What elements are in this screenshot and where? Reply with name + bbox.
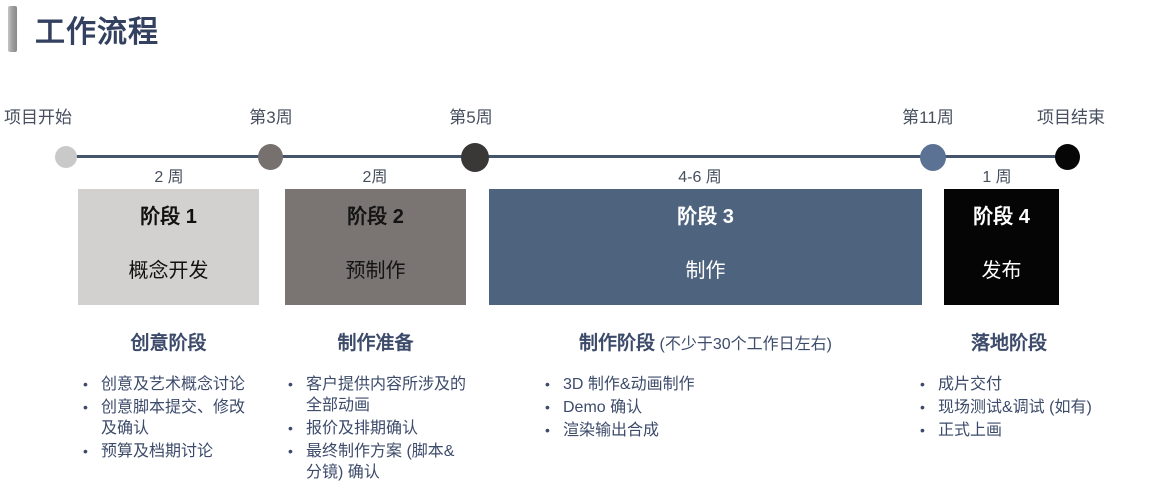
section-prep-header: 制作准备 <box>337 333 414 354</box>
bullet-icon: • <box>83 443 88 459</box>
phase2-subtitle: 预制作 <box>345 260 406 282</box>
bullet-icon: • <box>545 422 550 438</box>
duration-label-phase1: 2 周 <box>154 169 184 186</box>
section-creative-stage: 创意阶段 • 创意及艺术概念讨论 • 创意脚本提交、修改及确认 • 预算及档期讨论 <box>78 328 259 464</box>
phase2-name: 阶段 2 <box>347 206 404 228</box>
duration-label-phase4: 1 周 <box>982 169 1012 186</box>
section-landing-header: 落地阶段 <box>970 333 1047 354</box>
list-item: • 成片交付 <box>920 376 1003 393</box>
section-creative-list: • 创意及艺术概念讨论 • 创意脚本提交、修改及确认 • 预算及档期讨论 <box>78 374 259 462</box>
milestone-dot-project-start <box>55 146 77 168</box>
section-production-stage: 制作阶段 (不少于30个工作日左右) • 3D 制作&动画制作 • Demo 确认 … <box>489 328 922 443</box>
phase4-box: 阶段 4 发布 <box>944 189 1059 305</box>
milestone-label-project-start: 项目开始 <box>4 108 72 127</box>
list-item: • 创意及艺术概念讨论 <box>83 376 246 393</box>
phase4-name: 阶段 4 <box>973 206 1030 228</box>
list-item: • 最终制作方案 (脚本&分镜) 确认 <box>288 443 455 481</box>
milestone-label-week11: 第11周 <box>902 108 954 127</box>
list-item: • 现场测试&调试 (如有) <box>920 399 1092 416</box>
duration-label-phase2: 2周 <box>362 169 388 186</box>
phase1-box: 阶段 1 概念开发 <box>78 189 259 305</box>
bullet-icon: • <box>920 422 925 438</box>
milestone-label-week3: 第3周 <box>249 108 293 127</box>
section-landing-stage: 落地阶段 • 成片交付 • 现场测试&调试 (如有) • 正式上画 <box>904 328 1114 443</box>
list-item: • 正式上画 <box>920 422 1003 439</box>
section-production-prep: 制作准备 • 客户提供内容所涉及的全部动画 • 报价及排期确认 • 最终制作方案 (脚… <box>285 328 466 485</box>
page-title: 工作流程 <box>35 16 159 49</box>
duration-label-phase3: 4-6 周 <box>678 169 722 186</box>
bullet-icon: • <box>288 376 293 392</box>
list-item: • 预算及档期讨论 <box>83 443 214 460</box>
milestone-dot-week5 <box>461 143 489 172</box>
bullet-icon: • <box>920 376 925 392</box>
section-creative-header: 创意阶段 <box>130 333 207 354</box>
milestone-label-week5: 第5周 <box>449 108 493 127</box>
bullet-icon: • <box>83 399 88 415</box>
list-item: • 客户提供内容所涉及的全部动画 <box>288 376 467 414</box>
milestone-dot-week3 <box>258 144 283 170</box>
bullet-icon: • <box>545 376 550 392</box>
phase1-name: 阶段 1 <box>140 206 197 228</box>
section-production-header: 制作阶段 (不少于30个工作日左右) <box>579 333 832 354</box>
phase3-name: 阶段 3 <box>677 206 734 228</box>
milestone-dot-week11 <box>920 144 946 171</box>
bullet-icon: • <box>288 420 293 436</box>
section-prep-list: • 客户提供内容所涉及的全部动画 • 报价及排期确认 • 最终制作方案 (脚本&分镜)… <box>285 374 466 483</box>
phase1-subtitle: 概念开发 <box>128 260 209 282</box>
section-production-list: • 3D 制作&动画制作 • Demo 确认 • 渲染输出合成 <box>489 374 922 441</box>
phase3-box: 阶段 3 制作 <box>489 189 922 305</box>
list-item: • 3D 制作&动画制作 <box>545 376 695 393</box>
bullet-icon: • <box>83 376 88 392</box>
section-landing-list: • 成片交付 • 现场测试&调试 (如有) • 正式上画 <box>904 374 1114 441</box>
milestone-dot-project-end <box>1055 144 1080 170</box>
list-item: • 报价及排期确认 <box>288 420 419 437</box>
bullet-icon: • <box>920 399 925 415</box>
list-item: • 渲染输出合成 <box>545 422 660 439</box>
list-item: • 创意脚本提交、修改及确认 <box>83 399 246 437</box>
bullet-icon: • <box>288 443 293 459</box>
title-accent-bar <box>8 6 17 52</box>
phase4-subtitle: 发布 <box>981 260 1022 282</box>
milestone-label-project-end: 项目结束 <box>1037 108 1105 127</box>
phase2-box: 阶段 2 预制作 <box>285 189 466 305</box>
timeline-line <box>66 155 1068 158</box>
section-production-note: (不少于30个工作日左右) <box>655 336 832 353</box>
bullet-icon: • <box>545 399 550 415</box>
phase3-subtitle: 制作 <box>685 260 726 282</box>
list-item: • Demo 确认 <box>545 399 643 416</box>
